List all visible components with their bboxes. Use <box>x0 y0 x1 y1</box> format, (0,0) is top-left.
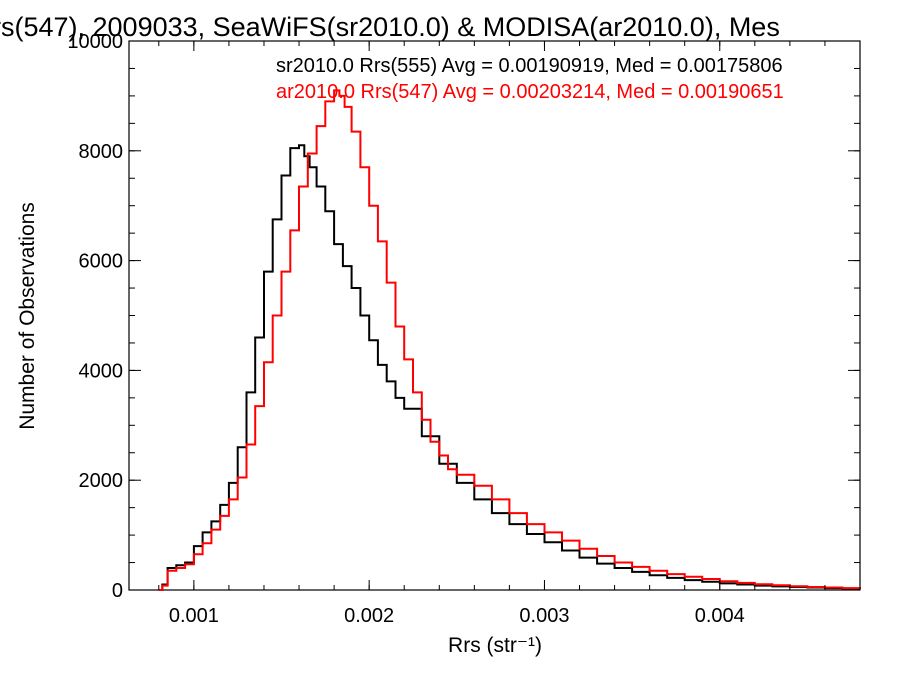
legend-entry-1: sr2010.0 Rrs(555) Avg = 0.00190919, Med … <box>276 55 783 77</box>
axes-layer: 0.001 0.002 0.003 0.004 0 2000 4000 6000 8000 100… <box>67 31 861 627</box>
series-line-2 <box>158 89 861 591</box>
series-line-1 <box>158 144 861 591</box>
x-tick-label: 0.003 <box>519 605 569 627</box>
x-tick-label: 0.004 <box>695 605 745 627</box>
series-layer <box>158 89 861 591</box>
y-tick-label: 2000 <box>79 470 124 492</box>
x-tick-label: 0.002 <box>344 605 394 627</box>
plot-area <box>128 40 861 591</box>
legend: sr2010.0 Rrs(555) Avg = 0.00190919, Med … <box>276 55 784 103</box>
plot-frame <box>128 40 861 591</box>
y-axis-label: Number of Observations <box>16 202 39 430</box>
x-tick-label: 0.001 <box>169 605 219 627</box>
legend-entry-2: ar2010.0 Rrs(547) Avg = 0.00203214, Med … <box>276 81 784 103</box>
y-tick-label: 0 <box>112 580 123 602</box>
y-tick-label: 6000 <box>79 251 124 273</box>
chart-title: rs(547), 2009033, SeaWiFS(sr2010.0) & MO… <box>0 12 780 42</box>
y-tick-label: 4000 <box>79 360 124 382</box>
y-tick-label: 10000 <box>67 31 123 53</box>
y-tick-label: 8000 <box>79 141 124 163</box>
x-axis-label: Rrs (str⁻¹) <box>448 634 542 657</box>
